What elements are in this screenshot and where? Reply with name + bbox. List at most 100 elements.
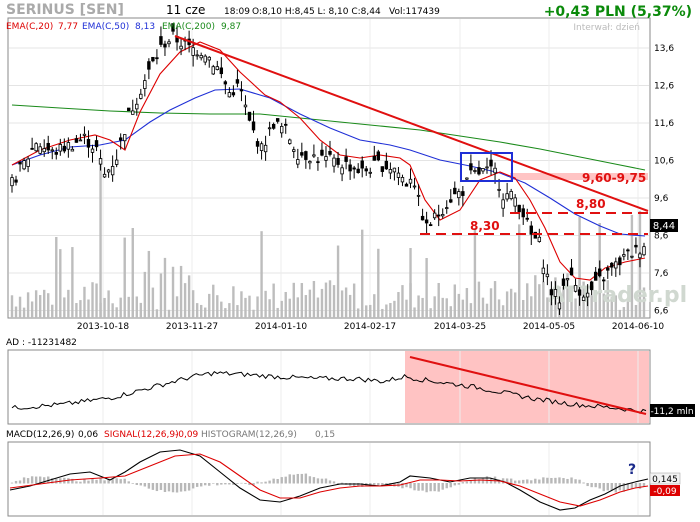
- volume-bar: [264, 290, 267, 318]
- macd-histogram-bar: [155, 483, 159, 492]
- candle-body: [376, 151, 381, 161]
- downtrend-line: [174, 35, 649, 212]
- price-panel: ATTrader.pl 9,60-9,75 8,80 8,30 6,6 7,6 8,…: [7, 17, 687, 332]
- volume-bar: [276, 307, 279, 318]
- candle-body: [267, 127, 272, 130]
- volume-bar: [71, 247, 74, 318]
- macd-histogram-bar: [143, 483, 147, 487]
- volume-bar: [43, 289, 46, 318]
- candle-body: [336, 157, 340, 165]
- macd-histogram-bar: [405, 483, 408, 488]
- histogram-legend-label: HISTOGRAM(12,26,9): [201, 430, 297, 440]
- volume-bar: [574, 298, 577, 318]
- volume-bar: [300, 283, 304, 318]
- volume-bar: [505, 291, 509, 318]
- macd-histogram-bar: [518, 480, 521, 484]
- macd-histogram-bar: [151, 483, 155, 490]
- macd-histogram-bar: [429, 483, 432, 492]
- volume-bar: [87, 299, 90, 318]
- candle-body: [553, 289, 558, 297]
- macd-histogram-bar: [352, 483, 356, 487]
- candle-body: [106, 169, 111, 173]
- volume-bar: [393, 300, 396, 318]
- candle-body: [18, 161, 22, 165]
- price-tick-label: 8,6: [654, 232, 669, 242]
- macd-histogram-bar: [509, 478, 513, 484]
- candle-body: [589, 281, 594, 291]
- volume-bar: [59, 249, 62, 318]
- volume-bar: [469, 303, 473, 318]
- volume-bar: [566, 273, 569, 318]
- candle-body: [372, 155, 376, 161]
- volume-bar: [352, 283, 356, 318]
- candle-body: [312, 154, 316, 157]
- candle-body: [332, 157, 336, 167]
- ema20-line: [11, 41, 646, 281]
- macd-histogram-bar: [328, 480, 332, 484]
- volume-bar: [433, 296, 436, 318]
- volume-bar: [453, 284, 456, 318]
- candle-body: [509, 190, 513, 200]
- volume-bar: [91, 282, 94, 318]
- macd-histogram-bar: [43, 477, 46, 484]
- volume-bar: [344, 287, 348, 318]
- volume-bar: [26, 292, 30, 318]
- candle-body: [493, 167, 497, 174]
- macd-histogram-bar: [276, 479, 279, 484]
- volume-bar: [103, 297, 106, 318]
- volume-bar: [397, 292, 400, 318]
- macd-histogram-bar: [264, 481, 267, 484]
- header-date: 11 cze: [166, 3, 205, 17]
- candle-body: [529, 225, 533, 235]
- volume-bar: [111, 303, 114, 318]
- candle-body: [477, 167, 481, 175]
- macd-histogram-bar: [522, 479, 525, 484]
- volume-bar: [256, 296, 259, 318]
- volume-bar: [143, 271, 147, 318]
- date-tick-label: 2014-01-10: [255, 322, 308, 332]
- macd-histogram-bar: [530, 480, 533, 484]
- volume-bar: [445, 298, 448, 318]
- volume-bar: [389, 303, 392, 318]
- candle-body: [457, 191, 461, 199]
- macd-legend-label: MACD(12,26,9): [6, 430, 74, 440]
- macd-histogram-bar: [453, 483, 456, 486]
- macd-histogram-bar: [300, 473, 304, 484]
- header-change: +0,43 PLN (5,37%): [544, 4, 692, 20]
- chart-header: SERINUS [SEN] 11 cze 18:09 O:8,10 H:8,45…: [6, 2, 692, 33]
- ad-grid: [102, 351, 639, 423]
- date-tick-label: 2014-05-05: [523, 322, 575, 332]
- candle-body: [388, 169, 393, 174]
- price-tick-label: 12,6: [654, 82, 674, 92]
- legend-ema20-value: 7,77: [58, 22, 78, 32]
- candle-body: [622, 254, 626, 257]
- annotation-880: 8,80: [576, 197, 606, 211]
- volume-bar: [147, 250, 151, 318]
- candle-body: [38, 146, 42, 154]
- candle-body: [380, 166, 385, 172]
- macd-histogram-bar: [111, 479, 114, 484]
- volume-bar: [610, 297, 613, 318]
- candle-body: [86, 138, 91, 148]
- volume-bar: [163, 257, 167, 318]
- candle-body: [30, 147, 34, 150]
- candle-body: [501, 199, 505, 209]
- candle-body: [533, 231, 538, 239]
- volume-bar: [546, 297, 549, 318]
- macd-histogram-bar: [79, 481, 82, 484]
- candle-body: [517, 204, 521, 213]
- macd-histogram-bar: [542, 477, 545, 484]
- volume-bar: [38, 295, 42, 318]
- volume-bar: [429, 308, 432, 318]
- candle-body: [292, 149, 296, 152]
- candle-body: [368, 171, 372, 174]
- macd-histogram-bar: [123, 478, 126, 484]
- candle-body: [364, 168, 368, 172]
- macd-histogram-bar: [574, 479, 577, 484]
- volume-bar: [232, 286, 235, 318]
- macd-histogram-bar: [626, 483, 630, 490]
- volume-bar: [171, 266, 175, 318]
- macd-histogram-bar: [208, 483, 211, 486]
- candle-body: [131, 110, 135, 115]
- macd-histogram-bar: [373, 483, 376, 485]
